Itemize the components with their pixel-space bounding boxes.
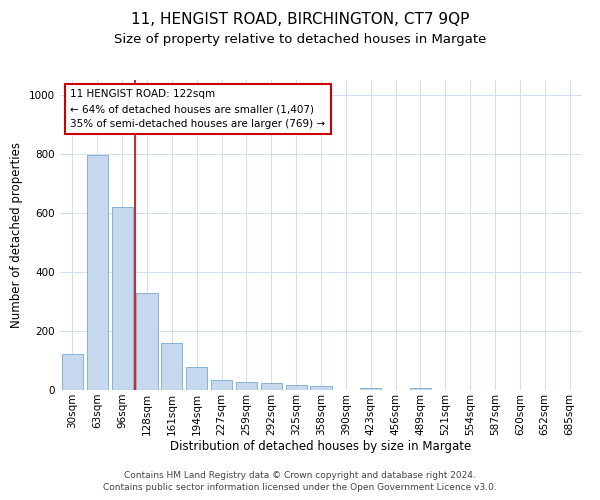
Bar: [236, 382, 257, 390]
Bar: [87, 156, 108, 390]
Y-axis label: Number of detached properties: Number of detached properties: [10, 142, 23, 328]
Text: Contains HM Land Registry data © Crown copyright and database right 2024.
Contai: Contains HM Land Registry data © Crown c…: [103, 471, 497, 492]
Bar: [186, 367, 207, 390]
Bar: [410, 388, 431, 390]
X-axis label: Distribution of detached houses by size in Margate: Distribution of detached houses by size …: [170, 440, 472, 454]
Bar: [62, 354, 83, 390]
Text: 11 HENGIST ROAD: 122sqm
← 64% of detached houses are smaller (1,407)
35% of semi: 11 HENGIST ROAD: 122sqm ← 64% of detache…: [70, 90, 326, 129]
Bar: [211, 380, 232, 390]
Bar: [161, 343, 182, 390]
Bar: [261, 382, 282, 390]
Bar: [310, 386, 332, 390]
Bar: [136, 293, 158, 390]
Text: Size of property relative to detached houses in Margate: Size of property relative to detached ho…: [114, 32, 486, 46]
Bar: [360, 388, 381, 390]
Bar: [112, 207, 133, 390]
Bar: [286, 384, 307, 390]
Text: 11, HENGIST ROAD, BIRCHINGTON, CT7 9QP: 11, HENGIST ROAD, BIRCHINGTON, CT7 9QP: [131, 12, 469, 28]
